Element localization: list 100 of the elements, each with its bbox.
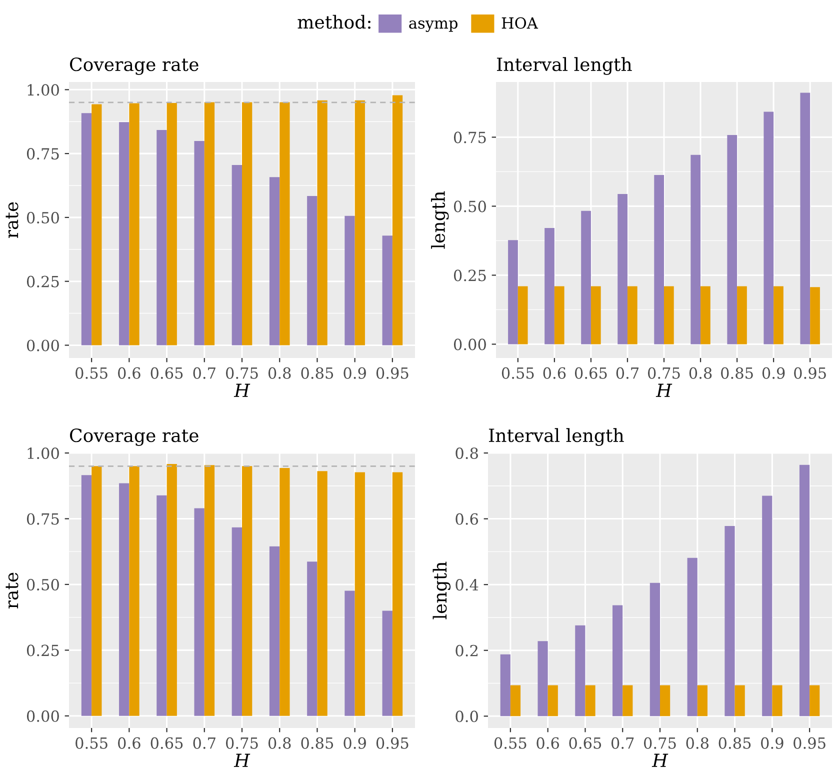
bar <box>269 546 280 716</box>
bar <box>510 685 521 716</box>
x-tick-label: 0.7 <box>616 367 639 379</box>
bar <box>800 92 810 344</box>
bar <box>772 685 782 716</box>
x-tick-label: 0.8 <box>268 367 291 379</box>
legend-label: asymp <box>409 20 458 32</box>
bar <box>774 286 784 344</box>
bar <box>737 286 747 344</box>
bar <box>317 100 328 346</box>
bar <box>204 465 215 716</box>
bar <box>548 685 558 716</box>
x-axis-title: H <box>652 754 668 767</box>
bar <box>119 122 130 346</box>
x-tick-label: 0.9 <box>344 367 366 379</box>
bar <box>734 685 745 716</box>
bar <box>156 130 167 346</box>
y-axis-title: rate <box>6 202 18 238</box>
x-tick-label: 0.85 <box>301 737 334 749</box>
y-tick-label: 0.25 <box>26 644 59 656</box>
x-tick-label: 0.75 <box>226 367 258 379</box>
x-tick-label: 0.55 <box>76 737 108 749</box>
bar <box>612 605 623 716</box>
y-tick-label: 0.2 <box>456 644 478 656</box>
bar <box>764 112 774 344</box>
bar <box>166 102 177 346</box>
x-tick-label: 0.8 <box>268 737 291 749</box>
bar <box>660 685 670 716</box>
x-tick-label: 0.9 <box>761 737 784 749</box>
bar <box>354 472 365 716</box>
bar <box>92 466 102 716</box>
y-axis-title: rate <box>6 572 18 609</box>
y-tick-label: 0.00 <box>26 340 59 352</box>
legend-label: HOA <box>502 17 538 29</box>
bar <box>81 475 92 716</box>
x-tick-label: 0.6 <box>118 367 140 379</box>
y-tick-label: 0.75 <box>26 148 59 160</box>
bar <box>232 165 242 346</box>
x-tick-label: 0.55 <box>76 367 108 379</box>
x-tick-label: 0.95 <box>794 737 826 749</box>
x-tick-label: 0.7 <box>611 737 634 749</box>
bar <box>280 102 290 346</box>
x-tick-label: 0.55 <box>502 367 534 379</box>
y-tick-label: 0.50 <box>454 200 486 212</box>
x-axis-title: H <box>234 384 250 397</box>
y-tick-label: 0.0 <box>456 710 478 722</box>
bar <box>392 472 403 716</box>
bar <box>307 562 318 716</box>
bar <box>544 228 554 344</box>
bar <box>194 141 204 346</box>
y-tick-label: 0.4 <box>456 579 478 591</box>
bar <box>650 582 660 716</box>
bar <box>538 641 548 716</box>
bar <box>799 464 810 716</box>
y-tick-label: 0.25 <box>26 276 59 288</box>
bar <box>697 685 708 716</box>
bar <box>727 134 738 344</box>
y-tick-label: 1.00 <box>28 84 59 96</box>
bar <box>307 196 318 346</box>
x-tick-label: 0.7 <box>193 737 216 749</box>
bar <box>618 194 628 344</box>
y-tick-label: 0.00 <box>454 338 486 350</box>
bar <box>81 113 92 346</box>
y-tick-label: 0.25 <box>454 270 486 282</box>
x-tick-label: 0.75 <box>226 737 258 749</box>
bar <box>581 210 591 344</box>
bar <box>194 508 204 716</box>
chart-title: Coverage rate <box>70 57 198 75</box>
x-tick-label: 0.65 <box>574 367 607 379</box>
bar <box>344 216 355 346</box>
bar <box>622 685 633 716</box>
x-tick-label: 0.65 <box>150 367 183 379</box>
bar <box>344 590 355 716</box>
bar <box>354 100 365 346</box>
bar <box>242 102 252 346</box>
bar <box>724 526 735 716</box>
x-tick-label: 0.6 <box>543 367 566 379</box>
bar <box>392 95 403 346</box>
y-tick-label: 0.00 <box>26 710 59 722</box>
x-tick-label: 0.95 <box>794 367 826 379</box>
bar <box>700 286 710 344</box>
bar <box>690 154 701 344</box>
bar <box>590 286 601 344</box>
bar <box>166 464 177 716</box>
y-axis-title: length <box>432 562 451 620</box>
bar <box>129 103 140 346</box>
y-tick-label: 1.00 <box>28 447 59 460</box>
y-tick-label: 0.50 <box>26 212 59 224</box>
x-tick-label: 0.6 <box>118 737 140 749</box>
y-tick-label: 0.50 <box>26 578 59 590</box>
bar <box>762 496 772 716</box>
bar <box>575 625 586 716</box>
x-axis-title: H <box>234 754 250 767</box>
bar <box>232 527 242 716</box>
chart-title: Interval length <box>488 428 624 446</box>
x-tick-label: 0.85 <box>721 367 753 379</box>
x-tick-label: 0.95 <box>376 367 408 379</box>
bar <box>627 286 638 344</box>
x-tick-label: 0.75 <box>648 367 680 379</box>
x-tick-label: 0.8 <box>689 367 712 379</box>
